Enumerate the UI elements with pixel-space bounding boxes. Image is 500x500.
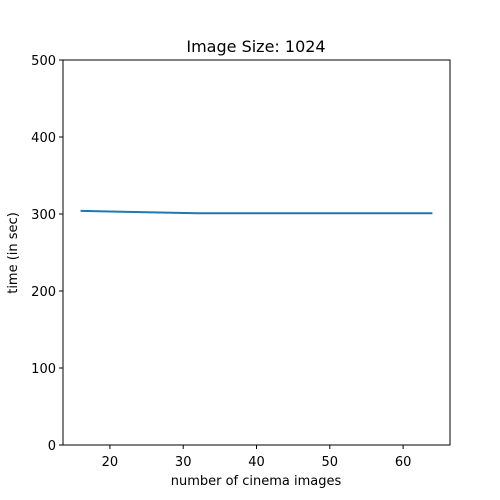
y-tick-label: 400 <box>31 131 56 146</box>
x-tick-label: 30 <box>175 455 192 470</box>
y-tick-label: 500 <box>31 54 56 69</box>
x-tick-label: 40 <box>248 455 265 470</box>
x-axis-label: number of cinema images <box>171 474 342 489</box>
plot-frame <box>62 59 451 446</box>
y-axis-label: time (in sec) <box>6 212 21 294</box>
y-tick-label: 0 <box>48 439 56 454</box>
y-tick-label: 100 <box>31 362 56 377</box>
x-tick-label: 50 <box>322 455 339 470</box>
chart-title: Image Size: 1024 <box>186 37 325 56</box>
y-tick-label: 200 <box>31 285 56 300</box>
y-tick-label: 300 <box>31 208 56 223</box>
series-line-0 <box>80 209 433 215</box>
plot-area: 20 30 40 50 60 0 100 200 300 400 500 <box>31 54 451 470</box>
x-tick-label: 60 <box>395 455 412 470</box>
x-tick-label: 20 <box>102 455 119 470</box>
